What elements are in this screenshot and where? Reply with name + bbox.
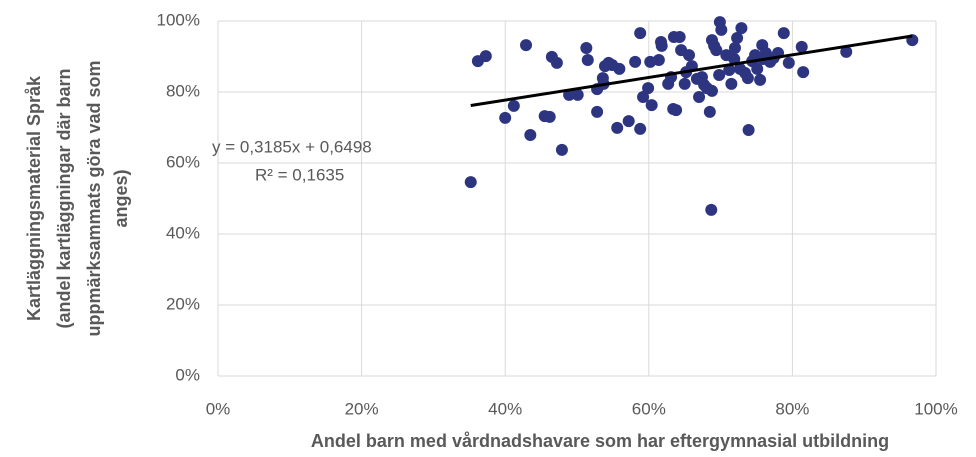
point [673,30,686,43]
point [622,115,635,128]
point [678,77,691,90]
point [713,68,726,81]
point [642,82,655,95]
y-tick-label: 100% [157,10,200,29]
point [645,99,658,112]
point [571,88,584,101]
point [464,176,477,189]
point [634,122,647,135]
point [634,27,647,40]
point [742,123,755,136]
point [741,72,754,85]
point [754,73,767,86]
y-axis-title: (andel kartläggningar där barn [54,68,74,328]
point [629,55,642,68]
trendline-r2: R² = 0,1635 [255,165,344,184]
point [670,104,683,117]
point [703,105,716,118]
point [751,62,764,75]
x-axis-title: Andel barn med vårdnadshavare som har ef… [311,431,889,451]
point [705,203,718,216]
point [705,84,718,97]
x-tick-label: 20% [345,399,379,418]
point [637,90,650,103]
point [782,56,795,69]
point [795,40,808,53]
point [655,39,668,52]
point [611,121,624,134]
x-tick-label: 60% [632,399,666,418]
y-tick-label: 40% [166,223,200,242]
point [591,105,604,118]
point [840,45,853,58]
point [797,66,810,79]
point [520,39,533,52]
point [731,32,744,45]
x-tick-label: 80% [775,399,809,418]
y-axis-title: Kartläggningsmaterial Språk [24,75,44,321]
point [652,54,665,67]
y-tick-label: 0% [175,365,200,384]
y-axis-title: anges) [111,169,131,227]
point [735,22,748,35]
x-tick-label: 100% [914,399,957,418]
point [777,27,790,40]
y-tick-label: 20% [166,294,200,313]
trendline [470,34,913,108]
point [580,41,593,54]
point [507,99,520,112]
y-tick-label: 80% [166,81,200,100]
point [715,23,728,36]
point [479,50,492,63]
point [555,143,568,156]
point [683,49,696,62]
point [499,111,512,124]
point [728,41,741,54]
point [723,63,736,76]
point [581,54,594,67]
point [710,44,723,57]
point [725,77,738,90]
point [550,56,563,69]
point [693,90,706,103]
point [543,110,556,123]
x-tick-label: 0% [206,399,231,418]
trendline-equation: y = 0,3185x + 0,6498 [212,137,372,156]
x-tick-label: 40% [488,399,522,418]
point [524,128,537,141]
y-axis-title: uppmärksammats göra vad som [84,60,104,336]
point [613,62,626,75]
y-tick-label: 60% [166,152,200,171]
point [728,52,741,65]
